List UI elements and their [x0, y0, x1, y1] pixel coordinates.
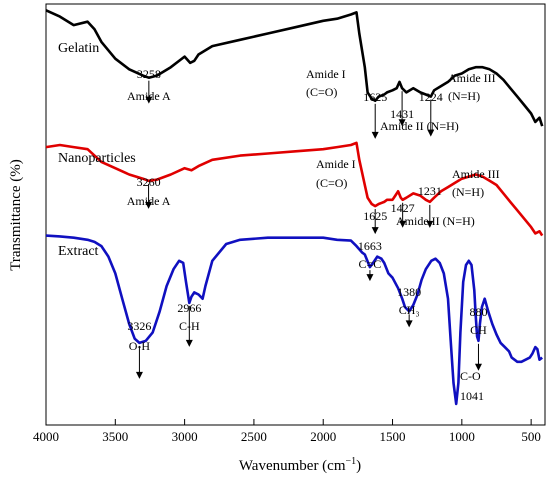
annotation-text: 3260 [137, 175, 161, 189]
x-tick-label: 3000 [172, 429, 198, 444]
annotation-text: 1041 [460, 389, 484, 403]
x-tick-label: 2000 [310, 429, 336, 444]
annotation-text: 1625 [363, 209, 387, 223]
x-axis-title: Wavenumber (cm−1) [239, 456, 361, 474]
annotation-text: 1663 [358, 239, 382, 253]
annotation-1224: 1224 [419, 90, 443, 137]
annotation-text: C-H [179, 319, 200, 333]
annotation-arrow-head [474, 363, 482, 371]
annotation-1625: 1625 [363, 209, 387, 235]
annotation-1400: Amide II (N=H) [380, 119, 459, 133]
series-label-nanoparticles: Nanoparticles [58, 151, 136, 166]
x-axis-title-main: Wavenumber (cm [239, 458, 346, 474]
annotation-text: Amide A [127, 89, 171, 103]
series-line-nanoparticles [45, 141, 544, 237]
x-axis-title-sup: −1 [346, 456, 357, 467]
series-label-extract: Extract [58, 244, 99, 259]
plot-area [45, 3, 546, 426]
annotation-arrow-head [145, 96, 153, 104]
annotation-text: (C=O) [306, 85, 337, 99]
annotation-text: (C=O) [316, 176, 347, 190]
annotation-text: 880 [469, 305, 487, 319]
annotation-text: 1224 [419, 90, 443, 104]
annotation-arrow-head [427, 129, 435, 137]
annotation-arrow-head [366, 274, 374, 282]
annotation-text: 3326 [127, 319, 151, 333]
annotation-text: Amide II (N=H) [380, 119, 459, 133]
annotation-text: Amide A [127, 194, 171, 208]
annotation-1041: C-O 1041 [460, 369, 484, 403]
series-label-gelatin: Gelatin [58, 41, 99, 56]
annotation-text: (N=H) [448, 89, 480, 103]
annotation-1431: 1431 [390, 91, 414, 127]
annotation-arrow-head [426, 220, 434, 228]
annotation-arrow-head [398, 119, 406, 127]
plot-frame [45, 3, 546, 426]
series-line-extract [45, 234, 543, 406]
annotation-text: 1380 [397, 285, 421, 299]
y-axis-title: Transmittance (%) [8, 159, 24, 271]
annotation-text: Amide III [448, 71, 496, 85]
annotation-arrow-head [399, 220, 407, 228]
annotation-1231: 1231 [418, 184, 442, 228]
annotation-text: 1427 [391, 201, 415, 215]
annotation-1427: 1427 [391, 201, 415, 228]
annotation-arrow-head [145, 201, 153, 209]
annotation-1625: 1625 [363, 90, 387, 139]
annotation-3258: 3258 Amide A [127, 67, 171, 104]
annotation-text: (N=H) [452, 185, 484, 199]
annotation-1100: Amide III (N=H) [452, 167, 500, 199]
annotation-text: C-O [460, 369, 481, 383]
annotation-1300: Amide II (N=H) [396, 214, 475, 228]
annotation-text: 2966 [177, 301, 201, 315]
annotation-text: 1625 [363, 90, 387, 104]
annotation-880: 880 CH [469, 305, 487, 371]
annotation-text: Amide I [306, 67, 346, 81]
annotation-arrow-head [185, 339, 193, 347]
x-tick-label: 2500 [241, 429, 267, 444]
annotation-arrow-head [371, 227, 379, 235]
annotation-1663: 1663 C=C [358, 239, 382, 282]
annotation-text: C=C [359, 257, 382, 271]
annotation-text: Amide III [452, 167, 500, 181]
x-tick-label: 500 [521, 429, 541, 444]
annotation-text: Amide II (N=H) [396, 214, 475, 228]
annotation-text: O-H [129, 339, 151, 353]
annotation-arrow-head [371, 131, 379, 139]
x-tick-label: 3500 [102, 429, 128, 444]
annotation-text: 1231 [418, 184, 442, 198]
annotation-2966: 2966 C-H [177, 301, 201, 347]
annotation-1740: Amide I (C=O) [316, 157, 356, 190]
x-tick-label: 1000 [449, 429, 475, 444]
series-line-gelatin [45, 9, 544, 127]
annotation-1740: Amide I (C=O) [306, 67, 346, 99]
annotation-3326: 3326 O-H [127, 319, 151, 379]
annotation-3260: 3260 Amide A [127, 175, 171, 209]
annotation-arrow-head [135, 371, 143, 379]
x-axis: 4000 3500 3000 2500 2000 1500 1000 500 [33, 419, 541, 444]
annotation-text: 1431 [390, 107, 414, 121]
annotation-text: CH [470, 323, 487, 337]
series-layer: Gelatin Nanoparticles Extract [45, 9, 544, 406]
x-tick-label: 1500 [380, 429, 406, 444]
annotation-text: CH₃ [399, 303, 420, 317]
annotation-text: Amide I [316, 157, 356, 171]
x-tick-label: 4000 [33, 429, 59, 444]
annotation-arrow-head [405, 320, 413, 328]
annotation-text: 3258 [137, 67, 161, 81]
x-axis-title-end: ) [356, 458, 361, 474]
annotation-1100: Amide III (N=H) [448, 71, 496, 103]
annotation-1380: 1380 CH₃ [397, 285, 421, 328]
